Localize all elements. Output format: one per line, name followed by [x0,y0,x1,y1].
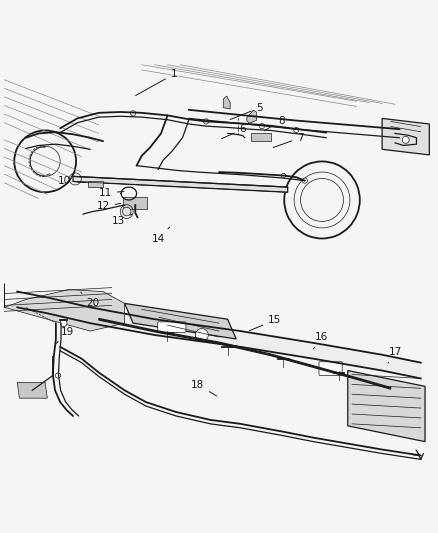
Text: 16: 16 [314,332,328,349]
Polygon shape [4,284,124,331]
Polygon shape [382,118,429,155]
Polygon shape [88,181,103,187]
Circle shape [294,127,299,133]
Text: 14: 14 [152,227,170,244]
Polygon shape [73,176,288,192]
Polygon shape [124,303,236,339]
Text: 11: 11 [99,188,124,198]
Polygon shape [247,110,256,123]
Text: 15: 15 [250,315,282,330]
Circle shape [402,136,409,143]
Text: 19: 19 [56,327,74,344]
Text: 10: 10 [58,176,85,185]
Text: 12: 12 [96,201,121,212]
Polygon shape [251,133,271,141]
Text: 8: 8 [264,116,285,131]
Circle shape [131,111,136,116]
Text: 17: 17 [388,348,403,363]
Polygon shape [123,197,147,209]
Text: 5: 5 [230,103,263,119]
Polygon shape [348,370,425,442]
Text: 18: 18 [191,379,217,396]
Circle shape [259,124,265,128]
Circle shape [122,207,131,216]
Polygon shape [17,382,47,398]
Circle shape [195,328,208,342]
Polygon shape [223,96,230,109]
Circle shape [204,119,208,124]
Circle shape [56,373,60,378]
FancyBboxPatch shape [158,322,186,333]
Circle shape [60,320,67,327]
Text: 13: 13 [112,214,132,225]
Text: 20: 20 [81,292,99,308]
Circle shape [302,178,307,183]
Polygon shape [17,292,421,378]
Text: 6: 6 [222,124,246,139]
Text: 7: 7 [273,133,304,148]
Circle shape [281,173,286,177]
FancyBboxPatch shape [319,362,342,375]
Text: 1: 1 [136,69,177,95]
